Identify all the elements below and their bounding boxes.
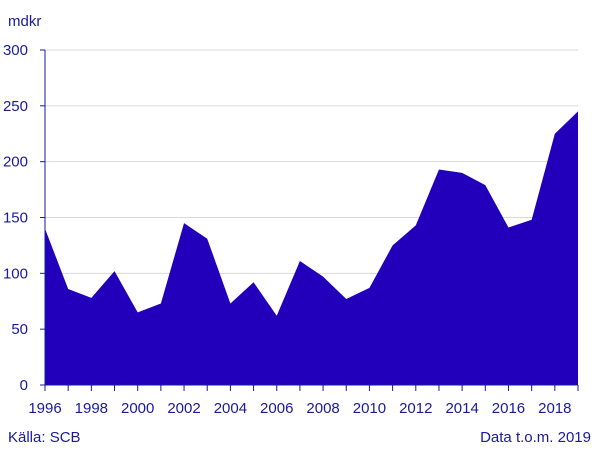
source-note: Källa: SCB [8, 429, 81, 446]
x-tick-label: 2010 [353, 400, 386, 417]
x-tick-label: 2006 [260, 400, 293, 417]
y-tick-label: 300 [3, 42, 28, 59]
x-tick-label: 2012 [399, 400, 432, 417]
x-tick-label: 2008 [306, 400, 339, 417]
y-tick-label: 100 [3, 265, 28, 282]
x-tick-label: 2014 [445, 400, 478, 417]
y-tick-label: 250 [3, 98, 28, 115]
area-series [45, 111, 578, 386]
x-tick-label: 2018 [538, 400, 571, 417]
x-tick-label: 2004 [214, 400, 247, 417]
area-chart: 0 50 100 150 200 250 300 1996 1998 2000 2002 2004 2… [3, 13, 579, 417]
x-axis: 1996 1998 2000 2002 2004 2006 2008 2010 2012 2014… [28, 384, 579, 417]
x-tick-label: 1996 [28, 400, 61, 417]
y-tick-label: 200 [3, 154, 28, 171]
y-axis: 0 50 100 150 200 250 300 [3, 42, 46, 394]
x-tick-label: 2016 [492, 400, 525, 417]
y-tick-label: 50 [11, 321, 28, 338]
y-tick-label: 0 [20, 377, 28, 394]
x-tick-label: 2000 [121, 400, 154, 417]
y-tick-label: 150 [3, 210, 28, 227]
data-note: Data t.o.m. 2019 [480, 429, 591, 446]
x-tick-label: 2002 [167, 400, 200, 417]
x-tick-label: 1998 [75, 400, 108, 417]
y-unit-label: mdkr [8, 13, 41, 30]
